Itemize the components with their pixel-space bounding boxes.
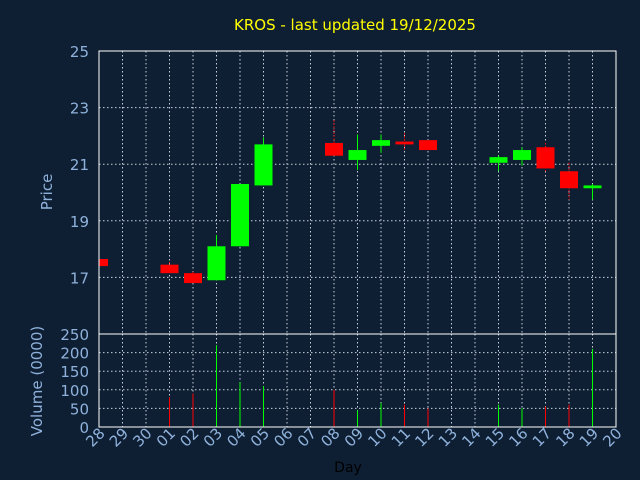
day-tick-label: 07 [294, 424, 320, 450]
day-tick-label: 04 [223, 424, 249, 450]
price-tick-label: 23 [70, 100, 89, 118]
candle-body [419, 140, 437, 151]
candle-09 [348, 134, 367, 170]
day-tick-label: 29 [106, 424, 132, 450]
candle-body [99, 259, 108, 267]
volume-tick-label: 200 [60, 345, 89, 363]
day-tick-label: 06 [270, 424, 296, 450]
price-tick-label: 17 [70, 269, 89, 287]
day-tick-label: 11 [388, 424, 414, 450]
volume-tick-label: 50 [70, 400, 89, 418]
candle-body [325, 142, 343, 156]
day-axis-label: Day [334, 460, 362, 476]
candle-body [184, 273, 202, 284]
day-tick-label: 05 [247, 424, 273, 450]
day-tick-label: 13 [435, 424, 461, 450]
candle-02 [184, 271, 202, 284]
candle-body [489, 157, 508, 163]
day-tick-label: 02 [176, 424, 202, 450]
day-tick-label: 20 [599, 424, 625, 450]
day-axis: 2829300102030405060708091011121314151617… [82, 424, 625, 450]
candle-11 [395, 133, 414, 151]
price-grid [98, 50, 617, 334]
candle-10 [372, 134, 390, 153]
candle-body [372, 140, 390, 146]
candle-body [513, 150, 531, 160]
day-tick-label: 15 [482, 424, 508, 450]
candle-08 [325, 120, 343, 156]
volume-bars [169, 345, 593, 427]
day-tick-label: 18 [552, 424, 578, 450]
day-tick-label: 12 [411, 424, 437, 450]
candle-03 [207, 234, 226, 281]
price-axis-label: Price [38, 174, 56, 211]
candle-28 [98, 259, 108, 268]
candle-16 [513, 147, 531, 166]
day-tick-label: 08 [317, 424, 343, 450]
volume-panel-frame [98, 333, 617, 428]
day-tick-label: 09 [341, 424, 367, 450]
volume-tick-label: 150 [60, 363, 89, 381]
day-tick-label: 03 [200, 424, 226, 450]
day-tick-label: 30 [129, 424, 155, 450]
candle-body [231, 184, 249, 247]
day-tick-label: 17 [529, 424, 555, 450]
day-tick-label: 10 [364, 424, 390, 450]
candle-body [160, 264, 179, 274]
volume-axis-label: Volume (0000) [28, 326, 46, 436]
price-tick-label: 19 [70, 213, 89, 231]
price-tick-label: 25 [70, 43, 89, 61]
candle-01 [160, 261, 179, 274]
candle-18 [560, 162, 578, 200]
volume-tick-label: 0 [79, 419, 89, 437]
volume-tick-label: 250 [60, 326, 89, 344]
day-tick-label: 14 [458, 424, 484, 450]
candle-19 [583, 184, 602, 200]
candle-body [254, 144, 273, 186]
candle-body [583, 185, 602, 189]
chart-title: KROS - last updated 19/12/2025 [234, 16, 476, 34]
candle-17 [536, 142, 555, 172]
candles [98, 120, 602, 284]
volume-tick-label: 100 [60, 382, 89, 400]
candle-04 [231, 184, 249, 247]
candle-body [560, 171, 578, 189]
price-tick-label: 21 [70, 156, 89, 174]
candle-05 [254, 137, 273, 186]
day-tick-label: 19 [576, 424, 602, 450]
day-tick-label: 16 [505, 424, 531, 450]
candle-body [395, 141, 414, 145]
candle-body [207, 246, 226, 281]
price-axis: 17 19 21 23 25 [70, 43, 89, 287]
candle-15 [489, 155, 508, 172]
candle-12 [419, 140, 437, 151]
candle-body [536, 147, 555, 169]
day-tick-label: 01 [153, 424, 179, 450]
candle-body [348, 150, 367, 160]
